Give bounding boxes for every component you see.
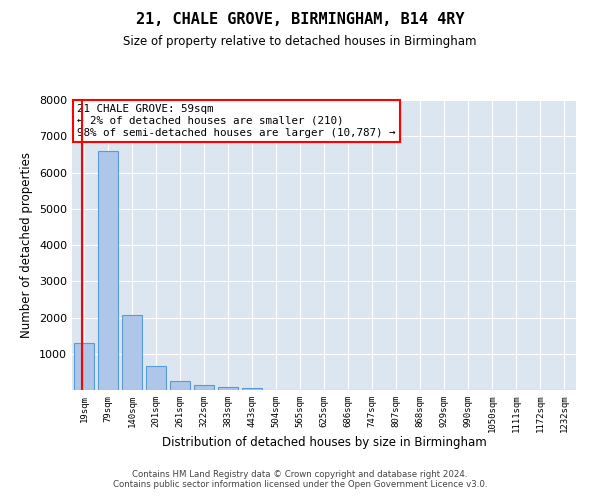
Bar — [242, 388, 262, 390]
Bar — [122, 314, 142, 390]
Bar — [194, 386, 214, 390]
Y-axis label: Number of detached properties: Number of detached properties — [20, 152, 34, 338]
Bar — [98, 151, 118, 390]
Bar — [74, 343, 94, 390]
Text: 21 CHALE GROVE: 59sqm
← 2% of detached houses are smaller (210)
98% of semi-deta: 21 CHALE GROVE: 59sqm ← 2% of detached h… — [77, 104, 395, 138]
Bar — [218, 386, 238, 390]
Text: Distribution of detached houses by size in Birmingham: Distribution of detached houses by size … — [161, 436, 487, 449]
Text: Size of property relative to detached houses in Birmingham: Size of property relative to detached ho… — [123, 35, 477, 48]
Bar — [170, 382, 190, 390]
Text: Contains HM Land Registry data © Crown copyright and database right 2024.
Contai: Contains HM Land Registry data © Crown c… — [113, 470, 487, 489]
Text: 21, CHALE GROVE, BIRMINGHAM, B14 4RY: 21, CHALE GROVE, BIRMINGHAM, B14 4RY — [136, 12, 464, 28]
Bar — [146, 366, 166, 390]
